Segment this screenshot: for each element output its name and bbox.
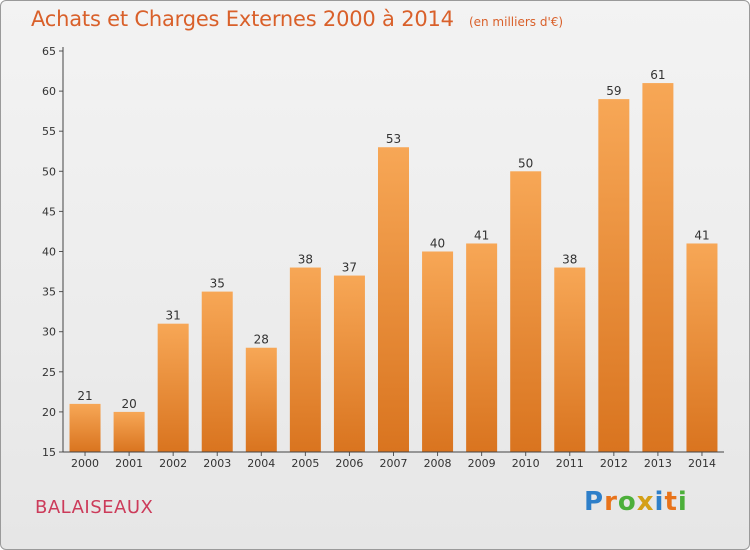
x-tick-label: 2004 [247, 457, 275, 470]
bar [69, 403, 101, 452]
y-tick-label: 65 [42, 45, 56, 58]
proxiti-logo: Proxiti [584, 487, 688, 517]
x-tick-label: 2008 [424, 457, 452, 470]
bar [642, 83, 674, 452]
logo-letter: t [664, 487, 678, 517]
y-tick-label: 20 [42, 406, 56, 419]
bar-value-label: 38 [562, 253, 577, 267]
bar-value-label: 35 [210, 277, 225, 291]
bar [686, 243, 718, 452]
x-tick-label: 2014 [688, 457, 716, 470]
y-tick-label: 50 [42, 165, 56, 178]
bar-value-label: 41 [694, 228, 709, 242]
bar-value-label: 41 [474, 228, 489, 242]
bar-value-label: 59 [606, 84, 621, 98]
x-tick-label: 2002 [159, 457, 187, 470]
bar [245, 347, 277, 452]
bar [554, 267, 586, 452]
bars: 21 20 31 35 28 38 37 53 40 41 50 38 59 61 41 [69, 68, 718, 453]
bar-value-label: 40 [430, 237, 445, 251]
logo-letter: r [604, 487, 618, 517]
x-axis-ticks: 2000 2001 2002 2003 2004 2005 2006 2007 2008 2009… [71, 452, 716, 470]
x-tick-label: 2011 [556, 457, 584, 470]
commune-name: BALAISEAUX [35, 497, 154, 518]
x-tick-label: 2007 [380, 457, 408, 470]
bar [289, 267, 321, 452]
unit-text: (en milliers d'€) [468, 15, 564, 29]
y-tick-label: 15 [42, 446, 56, 459]
bar-value-label: 21 [77, 389, 92, 403]
logo-letter: P [584, 487, 605, 517]
bar [201, 291, 233, 452]
y-tick-label: 45 [42, 205, 56, 218]
x-tick-label: 2003 [203, 457, 231, 470]
logo-letter: x [636, 487, 655, 517]
bar-value-label: 50 [518, 156, 533, 170]
bar-value-label: 28 [254, 333, 269, 347]
y-tick-label: 25 [42, 366, 56, 379]
bar [598, 99, 630, 453]
bar [466, 243, 498, 452]
x-tick-label: 2006 [335, 457, 363, 470]
y-tick-label: 60 [42, 85, 56, 98]
x-tick-label: 2000 [71, 457, 99, 470]
x-tick-label: 2001 [115, 457, 143, 470]
x-tick-label: 2005 [291, 457, 319, 470]
x-tick-label: 2012 [600, 457, 628, 470]
bar [422, 251, 454, 452]
y-tick-label: 30 [42, 326, 56, 339]
bar [378, 147, 409, 453]
x-tick-label: 2010 [512, 457, 540, 470]
bar-value-label: 61 [650, 68, 665, 82]
title-text: Achats et Charges Externes 2000 à 2014 [31, 7, 454, 31]
bar [157, 323, 189, 452]
y-tick-label: 35 [42, 286, 56, 299]
bar-value-label: 31 [166, 309, 181, 323]
x-tick-label: 2009 [468, 457, 496, 470]
axes [62, 47, 724, 453]
chart-title: Achats et Charges Externes 2000 à 2014 (… [31, 7, 563, 31]
y-tick-label: 55 [42, 125, 56, 138]
logo-letter: i [654, 487, 665, 517]
logo-letter: o [617, 487, 637, 517]
y-axis-ticks: 15 20 25 30 35 40 45 50 55 60 65 [42, 45, 63, 459]
bar-value-label: 37 [342, 261, 357, 275]
bar-value-label: 53 [386, 132, 401, 146]
bar [333, 275, 365, 452]
bar-value-label: 38 [298, 253, 313, 267]
bar-value-label: 20 [121, 397, 136, 411]
bar [510, 171, 542, 453]
y-tick-label: 40 [42, 246, 56, 259]
x-tick-label: 2013 [644, 457, 672, 470]
logo-letter: i [677, 487, 688, 517]
bar [113, 411, 145, 452]
